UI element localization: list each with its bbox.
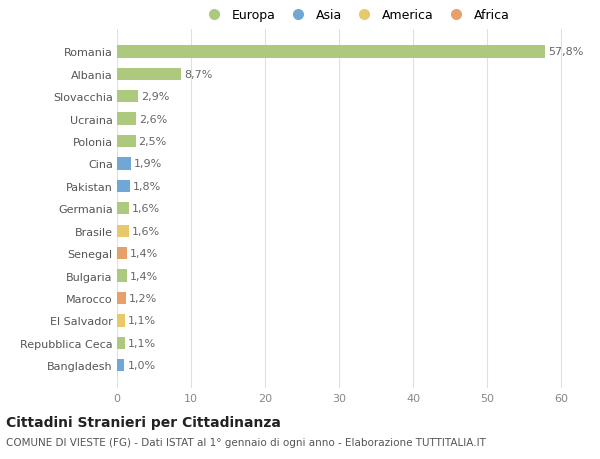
Text: Cittadini Stranieri per Cittadinanza: Cittadini Stranieri per Cittadinanza: [6, 415, 281, 429]
Text: 1,4%: 1,4%: [130, 271, 158, 281]
Text: 1,1%: 1,1%: [128, 316, 156, 326]
Bar: [117, 91, 139, 103]
Bar: [117, 46, 545, 58]
Text: 1,4%: 1,4%: [130, 249, 158, 258]
Text: 8,7%: 8,7%: [184, 70, 213, 79]
Text: 57,8%: 57,8%: [548, 47, 583, 57]
Text: 1,9%: 1,9%: [134, 159, 162, 169]
Text: 2,6%: 2,6%: [139, 114, 167, 124]
Bar: [117, 292, 126, 304]
Legend: Europa, Asia, America, Africa: Europa, Asia, America, Africa: [198, 6, 514, 26]
Bar: [117, 135, 136, 148]
Bar: [117, 359, 124, 372]
Text: 1,2%: 1,2%: [129, 293, 157, 303]
Bar: [117, 314, 125, 327]
Bar: [117, 337, 125, 349]
Text: 2,5%: 2,5%: [139, 137, 167, 147]
Bar: [117, 180, 130, 193]
Bar: [117, 203, 129, 215]
Bar: [117, 113, 136, 125]
Bar: [117, 158, 131, 170]
Bar: [117, 68, 181, 81]
Bar: [117, 225, 129, 237]
Text: COMUNE DI VIESTE (FG) - Dati ISTAT al 1° gennaio di ogni anno - Elaborazione TUT: COMUNE DI VIESTE (FG) - Dati ISTAT al 1°…: [6, 437, 486, 447]
Bar: [117, 247, 127, 260]
Bar: [117, 270, 127, 282]
Text: 1,0%: 1,0%: [127, 360, 155, 370]
Text: 1,6%: 1,6%: [132, 226, 160, 236]
Text: 1,1%: 1,1%: [128, 338, 156, 348]
Text: 1,8%: 1,8%: [133, 181, 161, 191]
Text: 2,9%: 2,9%: [142, 92, 170, 102]
Text: 1,6%: 1,6%: [132, 204, 160, 214]
